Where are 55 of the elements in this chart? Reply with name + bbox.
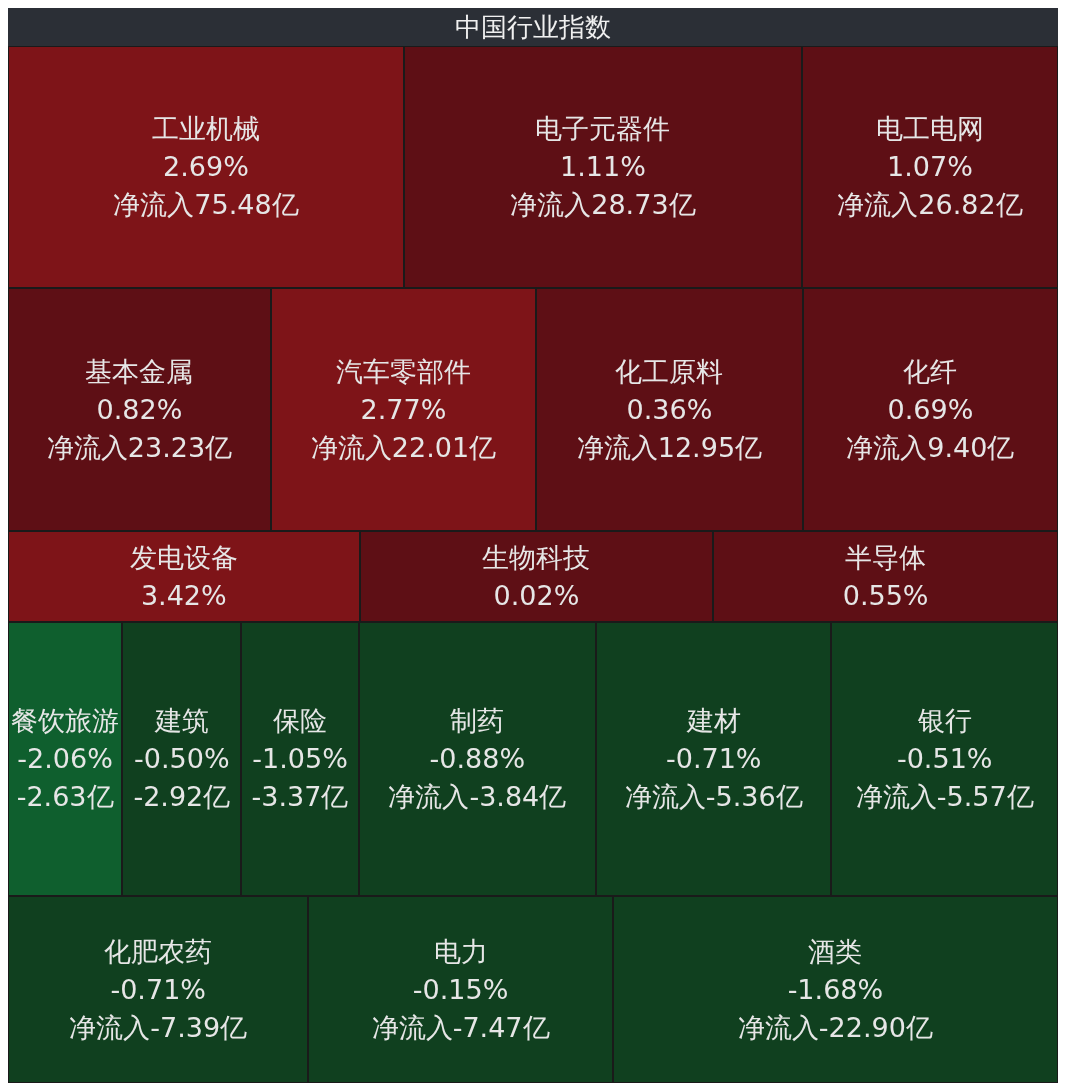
data-label: -2.63亿 — [16, 780, 114, 814]
category-label: 基本金属 — [85, 354, 194, 389]
data-label: 净流入22.01亿 — [310, 430, 497, 465]
data-label: -2.06% — [17, 742, 113, 776]
data-label: -3.37亿 — [251, 780, 349, 814]
category-label: 化肥农药 — [104, 934, 213, 969]
data-label: -0.15% — [412, 972, 509, 1007]
data-label: 净流入-3.84亿 — [388, 780, 567, 814]
data-label: 净流入12.95亿 — [576, 430, 763, 465]
data-label: 3.42% — [140, 578, 227, 613]
category-label: 化工原料 — [615, 354, 724, 389]
data-label: -0.50% — [134, 742, 230, 776]
data-label: -1.68% — [787, 972, 884, 1007]
data-label: 净流入-7.39亿 — [69, 1010, 248, 1045]
category-label: 电子元器件 — [535, 112, 671, 146]
data-label: 净流入-5.57亿 — [855, 780, 1034, 814]
text: 中国行业指数 — [8, 8, 1058, 46]
category-label: 制药 — [450, 704, 505, 738]
category-label: 汽车零部件 — [335, 354, 471, 389]
data-label: -0.71% — [110, 972, 206, 1007]
category-label: 建筑 — [154, 704, 209, 738]
category-label: 保险 — [273, 704, 328, 738]
category-label: 生物科技 — [482, 540, 591, 575]
data-label: 净流入75.48亿 — [113, 188, 299, 222]
data-label: 2.69% — [163, 150, 249, 184]
category-label: 发电设备 — [129, 540, 238, 575]
category-label: 工业机械 — [151, 112, 260, 146]
data-label: 0.02% — [493, 578, 580, 613]
data-label: 0.69% — [887, 392, 974, 427]
data-label: -0.51% — [896, 742, 993, 776]
data-label: -2.92亿 — [133, 780, 231, 814]
data-label: 净流入28.73亿 — [510, 188, 696, 222]
data-label: 0.82% — [96, 392, 183, 427]
data-label: 2.77% — [360, 392, 447, 427]
category-label: 半导体 — [845, 540, 927, 575]
category-label: 化纤 — [903, 354, 958, 389]
category-label: 电工电网 — [875, 112, 984, 146]
data-label: -0.88% — [429, 742, 526, 776]
data-label: 净流入-22.90亿 — [737, 1010, 933, 1045]
data-label: 1.07% — [887, 150, 973, 184]
data-label: 0.55% — [842, 578, 929, 613]
category-label: 建材 — [686, 704, 741, 738]
category-label: 银行 — [917, 704, 972, 738]
data-label: 1.11% — [560, 150, 646, 184]
data-label: 净流入-5.36亿 — [624, 780, 803, 814]
data-label: 净流入9.40亿 — [846, 430, 1015, 465]
data-label: 0.36% — [626, 392, 713, 427]
data-label: -1.05% — [252, 742, 348, 776]
category-label: 餐饮旅游 — [11, 704, 120, 738]
category-label: 电力 — [433, 934, 488, 969]
data-label: 净流入26.82亿 — [837, 188, 1023, 222]
category-label: 酒类 — [808, 934, 863, 969]
data-label: 净流入-7.47亿 — [371, 1010, 550, 1045]
data-label: 净流入23.23亿 — [46, 430, 233, 465]
data-label: -0.71% — [665, 742, 762, 776]
